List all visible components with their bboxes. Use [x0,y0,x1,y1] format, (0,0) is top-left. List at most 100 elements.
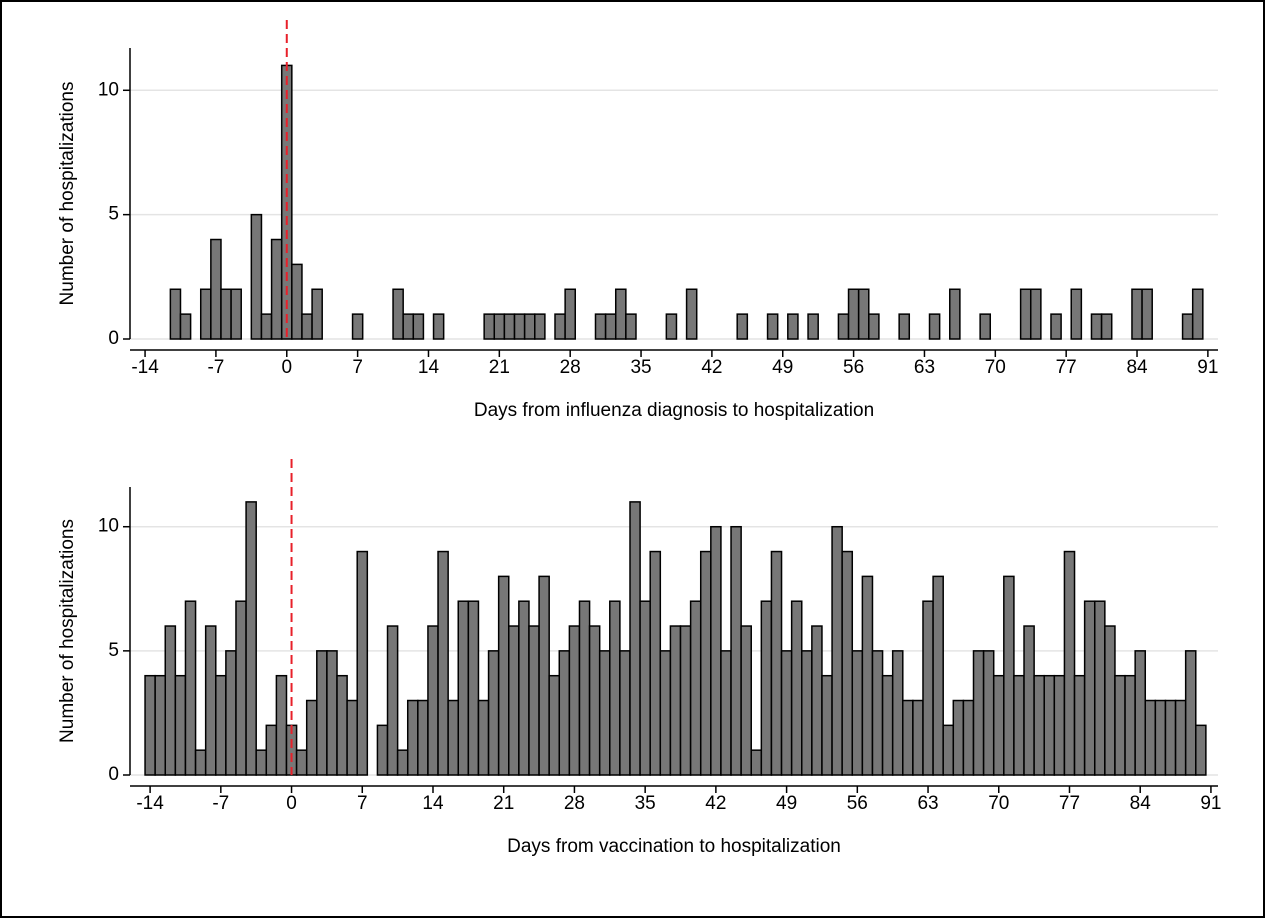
bar [588,625,601,776]
bar [1144,699,1157,776]
bar [992,674,1005,776]
y-tick-label: 5 [108,204,119,225]
bar [311,288,323,340]
x-tick-label: 84 [1130,793,1152,814]
bar [868,313,880,340]
bar [245,501,257,776]
x-tick-label: -14 [131,357,159,378]
bar [639,600,651,776]
bar [386,625,399,776]
bar [1090,313,1103,340]
bar [625,313,637,340]
bar [179,313,192,340]
x-tick-label: 70 [985,357,1006,378]
bar [508,625,520,776]
bar [871,650,884,776]
bar [437,550,449,776]
bar [326,650,338,776]
bar [412,313,425,340]
x-tick-label: 14 [418,357,440,378]
bar [1070,288,1083,340]
bar [922,600,934,776]
bar [235,600,247,776]
bar [1134,650,1147,776]
bar [255,749,268,776]
bar [801,650,813,776]
x-tick-label: 42 [705,793,726,814]
bar [487,650,500,776]
bar [1003,575,1015,776]
bar [184,600,197,776]
y-axis-title: Number of hospitalizations [57,519,78,743]
bar [503,313,516,340]
bar [811,625,823,776]
bar [891,650,904,776]
x-axis-title: Days from vaccination to hospitalization [507,836,841,857]
bar [750,749,763,776]
bar [1164,699,1177,776]
x-tick-label: 0 [281,357,292,378]
bar [220,288,232,340]
x-tick-label: 77 [1059,793,1080,814]
bar [857,288,870,340]
bar [942,724,955,776]
bar [1083,600,1096,776]
bar [787,313,799,340]
x-tick-label: 56 [847,793,868,814]
x-tick-label: 56 [843,357,864,378]
bar [548,674,561,776]
bar [1181,313,1194,340]
bar [351,313,364,340]
bar [417,699,429,776]
bar [760,600,773,776]
bar [730,525,742,776]
bar [1195,724,1207,776]
x-tick-label: 49 [776,793,797,814]
x-tick-label: 21 [493,793,514,814]
bar [837,313,850,340]
bar [346,699,358,776]
bar [1063,550,1076,776]
bar [194,749,207,776]
bar [685,288,698,340]
bar [619,650,631,776]
x-tick-label: 84 [1126,357,1148,378]
bar [902,699,914,776]
bar [1131,288,1143,340]
bar [316,650,328,776]
bar [513,313,526,340]
bar [558,650,571,776]
bar [467,600,480,776]
bar [669,625,682,776]
bar [528,625,540,776]
bar [427,625,439,776]
bar [497,575,510,776]
bar [225,650,237,776]
bar [392,288,404,340]
x-tick-label: 70 [988,793,1009,814]
bar [493,313,506,340]
bar [962,699,975,776]
bar [831,525,843,776]
bar [736,313,749,340]
bar [1053,674,1066,776]
bar [518,600,530,776]
bar [881,674,894,776]
bar [770,550,783,776]
bar [210,238,222,340]
bar [665,313,678,340]
bar [972,650,985,776]
bar [265,724,278,776]
bar [861,575,874,776]
bar [1013,674,1025,776]
bar [1104,625,1116,776]
bar [538,575,550,776]
bar [689,600,702,776]
bar [1174,699,1187,776]
bar [432,313,445,340]
bar [1154,699,1167,776]
x-tick-label: -7 [207,357,224,378]
